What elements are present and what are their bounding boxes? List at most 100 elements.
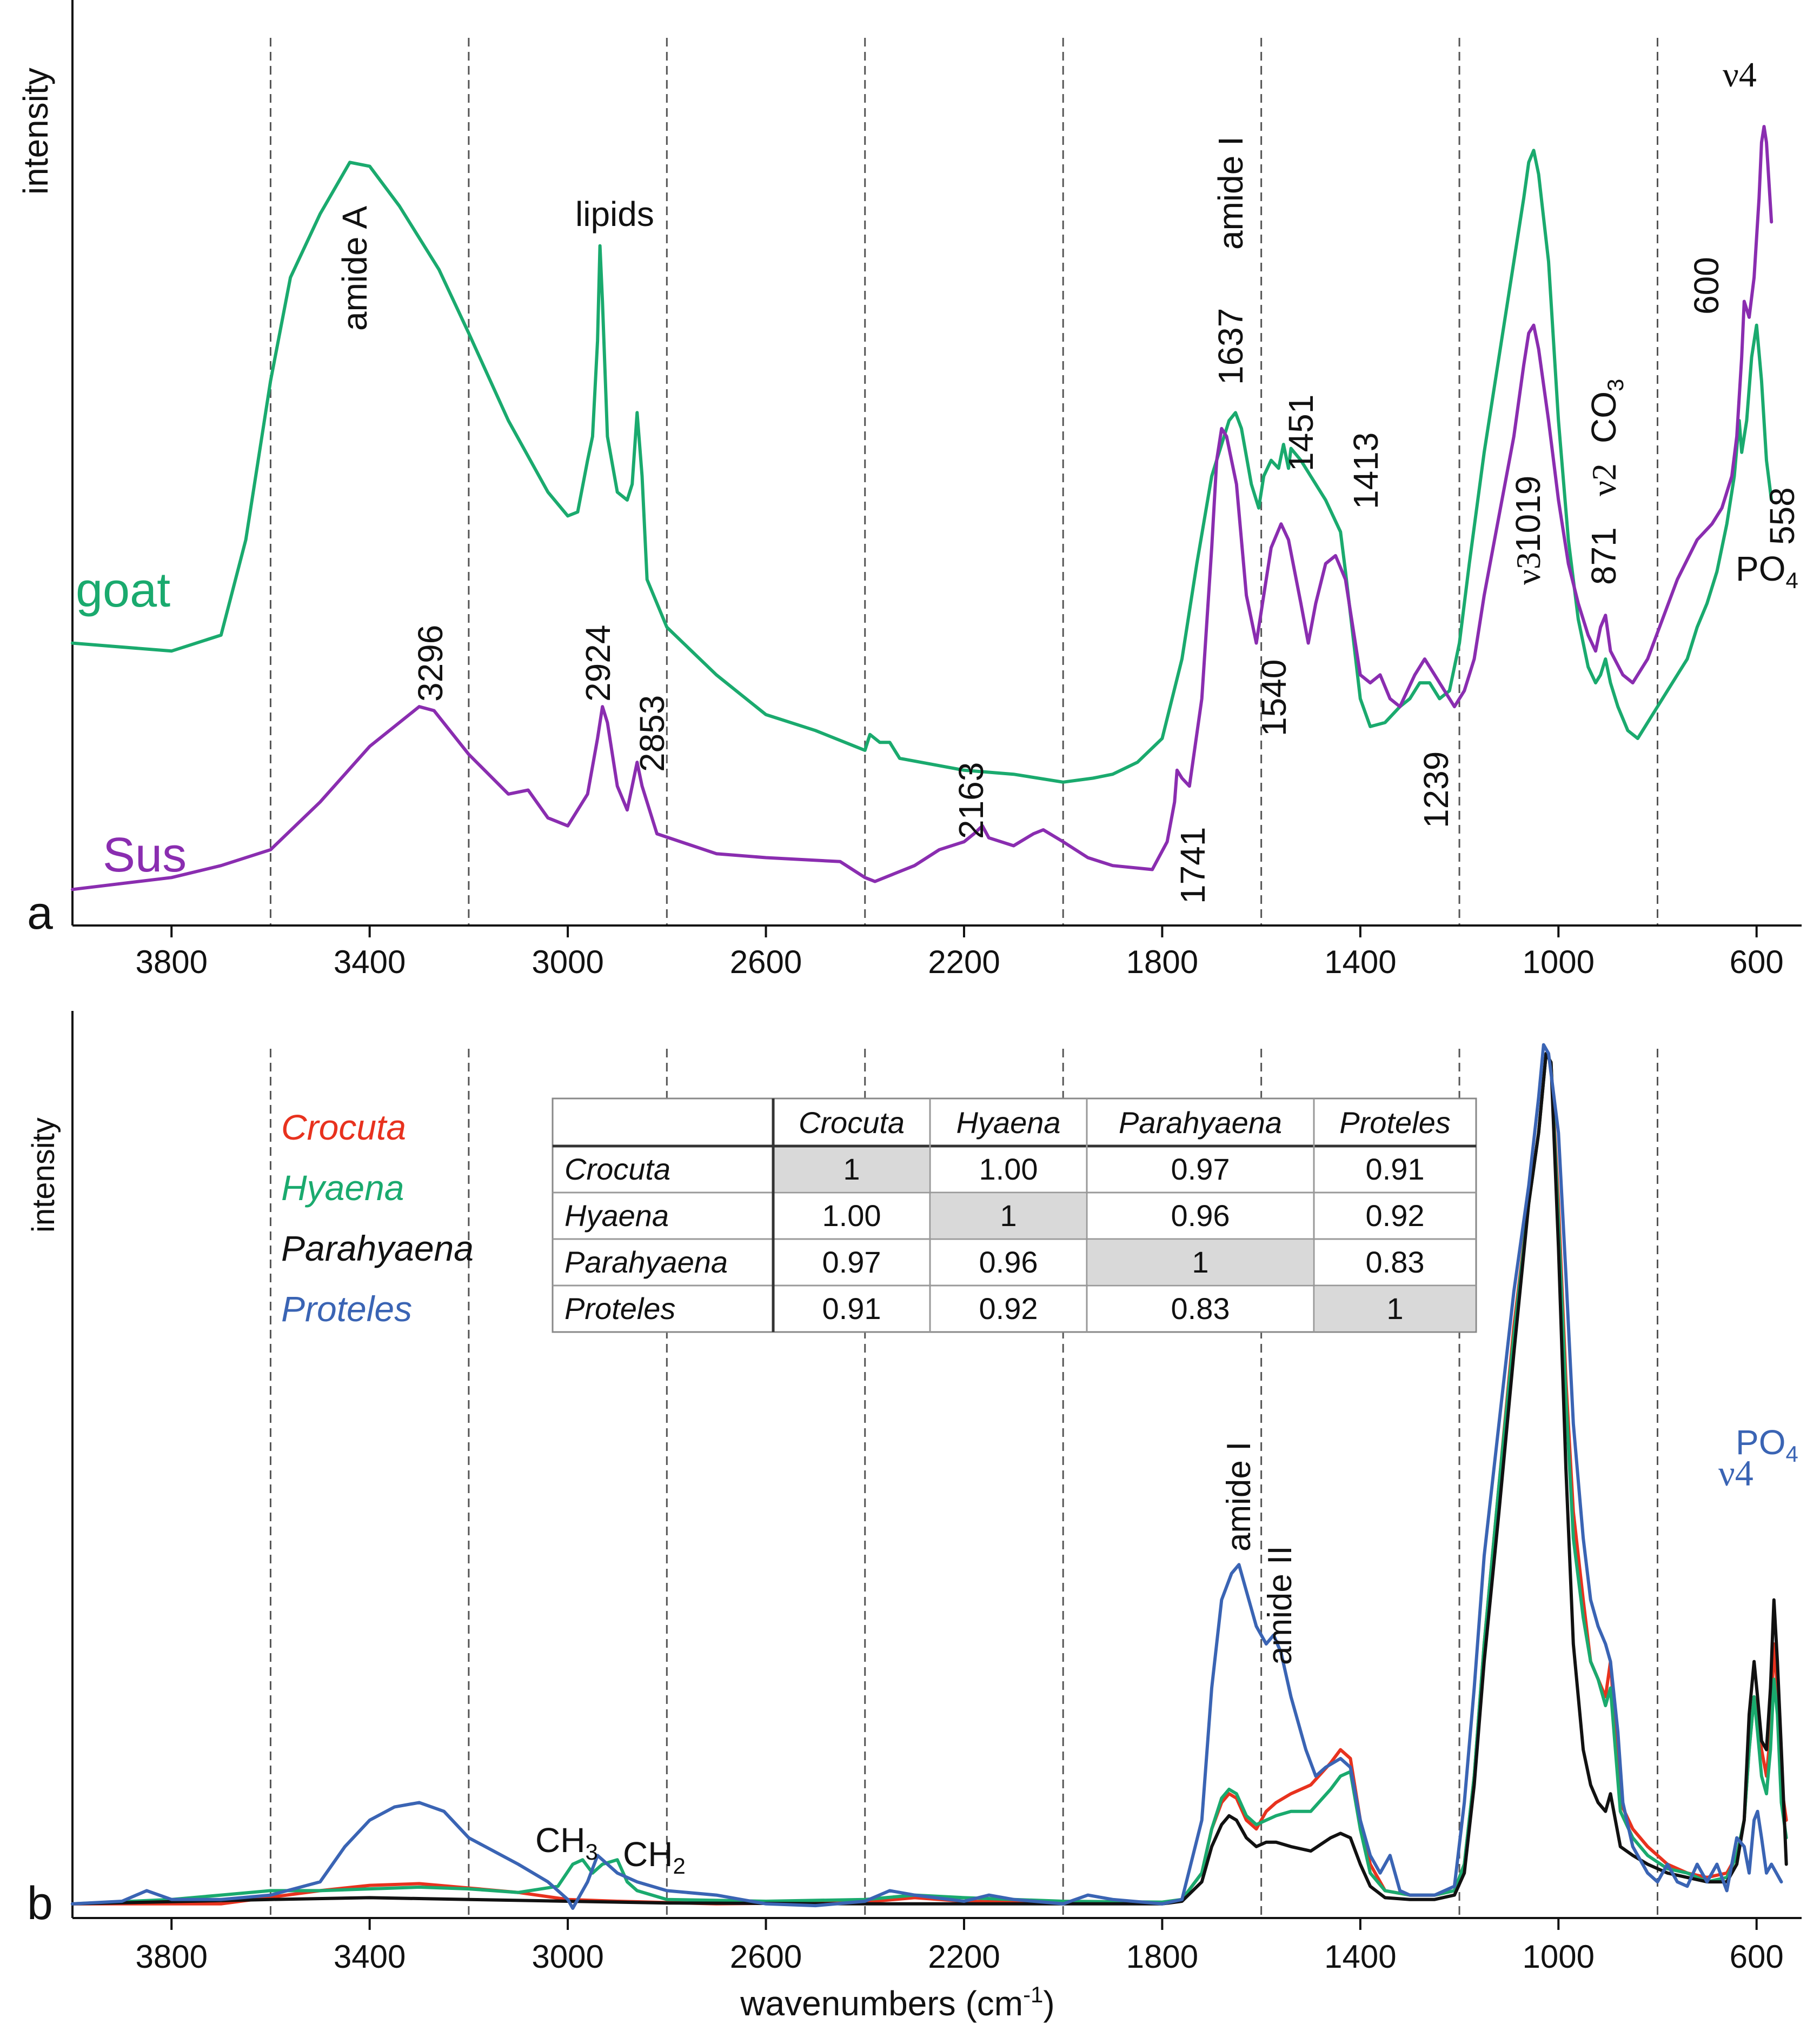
annotation-nu4-b: ν4: [1718, 1453, 1753, 1494]
annotation-2853: 2853: [633, 695, 672, 772]
series-sus-line: [71, 125, 1773, 891]
x-label-end: ): [1043, 1984, 1054, 2023]
annotation-871: 871: [1584, 527, 1623, 585]
table-cell: 1: [1000, 1198, 1017, 1233]
annotation-co3-text: CO: [1584, 391, 1623, 443]
x-tick-label-3800: 3800: [135, 1939, 207, 1975]
panel-b-series: [71, 1043, 1788, 1910]
annotation-nu4-a: ν4: [1723, 55, 1757, 95]
table-diagonal-cell: [774, 1147, 929, 1191]
x-tick-label-1800: 1800: [1126, 944, 1198, 980]
x-tick-label-1000: 1000: [1523, 1939, 1595, 1975]
annotation-po4-b: PO4: [1736, 1423, 1798, 1467]
table-header-cell: Hyaena: [956, 1106, 1060, 1140]
table-cell: 0.96: [1171, 1198, 1230, 1233]
annotation-ch2-sub: 2: [673, 1853, 685, 1879]
annotation-1741: 1741: [1173, 827, 1212, 904]
annotation-ch3: CH3: [535, 1821, 598, 1864]
panel-a-axes: [71, 0, 1802, 927]
table-cell: 0.83: [1366, 1245, 1425, 1279]
x-tick-label-1400: 1400: [1324, 944, 1396, 980]
annotation-2163: 2163: [952, 762, 991, 839]
x-label-main: wavenumbers (cm: [740, 1984, 1023, 2023]
panel-b-axes: [71, 1011, 1802, 1919]
table-row-header: Proteles: [564, 1291, 675, 1326]
annotation-amide-ii-b: amide II: [1261, 1546, 1299, 1665]
panel-a-series: [71, 125, 1773, 891]
table-row-header: Hyaena: [564, 1198, 669, 1233]
panel-a-letter: a: [27, 887, 53, 939]
annotation-po4-b-text: PO: [1736, 1423, 1785, 1462]
table-cell: 0.97: [1171, 1152, 1230, 1186]
x-tick-label-3000: 3000: [532, 944, 603, 980]
annotation-amide-i: amide I: [1211, 136, 1250, 250]
x-tick-label-3400: 3400: [334, 1939, 406, 1975]
series-parahyaena-line: [71, 1051, 1788, 1906]
similarity-table: Crocuta Hyaena Parahyaena Proteles Crocuta 1 1…: [552, 1097, 1477, 1333]
table-cell: 0.92: [1366, 1198, 1425, 1233]
panel-b: 3800 3400 3000 2600 2200 1800 1400 1000 600 inte…: [26, 1011, 1802, 2023]
x-tick-label-2600: 2600: [730, 944, 802, 980]
panel-a-y-label: intensity: [16, 68, 55, 195]
annotation-amide-i-b: amide I: [1220, 1442, 1258, 1551]
table-header-cell: Proteles: [1339, 1106, 1450, 1140]
annotation-2924: 2924: [579, 625, 617, 702]
annotation-co3-sub: 3: [1603, 379, 1628, 391]
panel-a-x-ticks: 3800 3400 3000 2600 2200 1800 1400 1000 600: [135, 925, 1784, 980]
table-diagonal-cell: [1088, 1240, 1313, 1284]
x-tick-label-1400: 1400: [1324, 1939, 1396, 1975]
x-tick-label-2200: 2200: [928, 1939, 1000, 1975]
series-goat-line: [71, 149, 1773, 784]
annotation-nu2: ν2: [1585, 463, 1623, 496]
legend-goat: goat: [76, 563, 170, 617]
table-cell: 0.96: [979, 1245, 1038, 1279]
table-cell: 0.83: [1171, 1291, 1230, 1326]
table-row-header: Parahyaena: [564, 1245, 728, 1279]
table-header-cell: Crocuta: [799, 1106, 905, 1140]
x-tick-label-1800: 1800: [1126, 1939, 1198, 1975]
annotation-1019: 1019: [1509, 476, 1547, 552]
annotation-1637: 1637: [1211, 308, 1250, 385]
x-tick-label-3000: 3000: [532, 1939, 603, 1975]
legend-crocuta: Crocuta: [281, 1107, 406, 1147]
annotation-ch2-text: CH: [623, 1835, 673, 1874]
series-proteles-line: [71, 1043, 1783, 1910]
x-label-sup: -1: [1023, 1982, 1043, 2007]
x-tick-label-2200: 2200: [928, 944, 1000, 980]
x-tick-label-600: 600: [1730, 1939, 1784, 1975]
annotation-600: 600: [1687, 257, 1726, 315]
annotation-ch3-sub: 3: [585, 1839, 597, 1864]
legend-parahyaena: Parahyaena: [281, 1228, 474, 1268]
annotation-ch3-text: CH: [535, 1821, 585, 1860]
x-tick-label-2600: 2600: [730, 1939, 802, 1975]
table-cell: 0.91: [822, 1291, 881, 1326]
legend-sus: Sus: [103, 828, 187, 882]
annotation-558: 558: [1763, 487, 1802, 545]
x-tick-label-3800: 3800: [135, 944, 207, 980]
table-row-header: Crocuta: [564, 1152, 670, 1186]
x-tick-label-3400: 3400: [334, 944, 406, 980]
series-hyaena-line: [71, 1051, 1788, 1906]
x-tick-label-600: 600: [1730, 944, 1784, 980]
table-cell: 1: [1192, 1245, 1208, 1279]
annotation-lipids: lipids: [575, 195, 654, 234]
annotation-po4-b-sub: 4: [1785, 1441, 1798, 1467]
table-cell: 1.00: [979, 1152, 1038, 1186]
annotation-co3: CO3: [1584, 379, 1628, 443]
annotation-po4-a-text: PO: [1736, 549, 1785, 588]
table-cell: 1.00: [822, 1198, 881, 1233]
panel-b-letter: b: [27, 1877, 53, 1929]
annotation-nu3: ν3: [1509, 552, 1547, 585]
annotation-1540: 1540: [1254, 660, 1293, 736]
table-cell: 0.91: [1366, 1152, 1425, 1186]
x-tick-label-1000: 1000: [1523, 944, 1595, 980]
table-cell: 1: [843, 1152, 860, 1186]
legend-proteles: Proteles: [281, 1289, 412, 1329]
annotation-po4-a-sub: 4: [1785, 568, 1798, 593]
annotation-3296: 3296: [411, 625, 450, 702]
table-header-cell: Parahyaena: [1119, 1106, 1282, 1140]
table-cell: 0.92: [979, 1291, 1038, 1326]
annotation-1451: 1451: [1281, 395, 1320, 471]
